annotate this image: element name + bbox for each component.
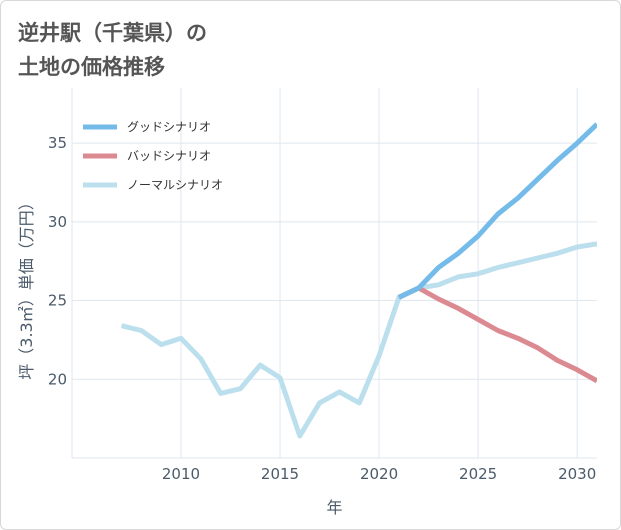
- series-layer: [120, 122, 597, 439]
- page-title: 逆井駅（千葉県）の 土地の価格推移: [18, 21, 207, 79]
- series-line-normal: [120, 241, 597, 439]
- x-tick-label: 2015: [261, 465, 299, 483]
- y-tick-label: 25: [48, 292, 67, 310]
- y-axis-title: 坪（3.3㎡）単価（万円）: [17, 194, 36, 379]
- legend-label-good: グッドシナリオ: [127, 120, 211, 134]
- x-tick-label: 2010: [162, 465, 200, 483]
- y-tick-label: 35: [48, 134, 67, 152]
- legend-label-bad: バッドシナリオ: [127, 149, 211, 163]
- series-line-bad: [397, 285, 597, 384]
- series-line-good: [397, 122, 597, 300]
- x-axis-title: 年: [326, 498, 342, 517]
- y-tick-label: 20: [48, 370, 67, 388]
- grid-layer: [71, 88, 597, 459]
- x-tick-label: 2030: [558, 465, 596, 483]
- x-tick-label: 2025: [459, 465, 497, 483]
- y-tick-label: 30: [48, 213, 67, 231]
- legend-label-normal: ノーマルシナリオ: [127, 178, 223, 192]
- x-tick-label: 2020: [360, 465, 398, 483]
